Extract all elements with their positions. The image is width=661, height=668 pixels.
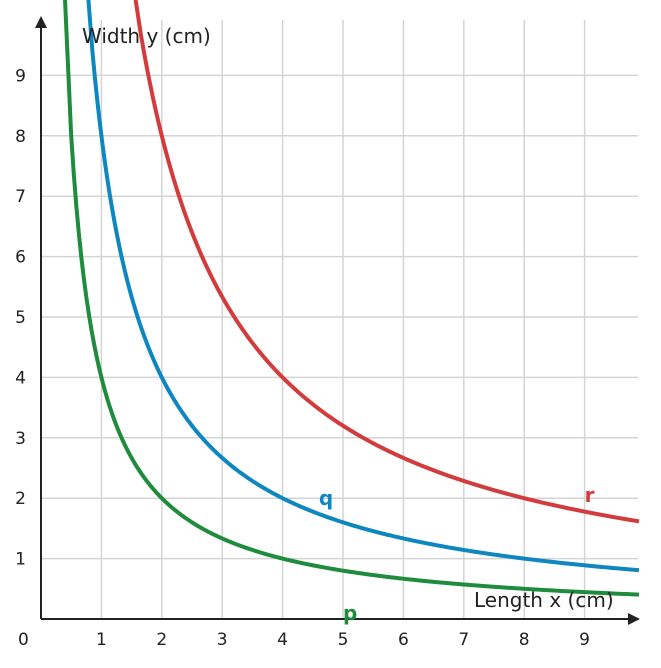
y-tick-label-5: 5 — [15, 308, 26, 328]
x-tick-label-1: 1 — [96, 630, 107, 650]
x-tick-label-5: 5 — [338, 630, 349, 650]
series-r-label: r — [585, 483, 595, 507]
y-tick-label-7: 7 — [15, 187, 26, 207]
y-tick-label-9: 9 — [15, 66, 26, 86]
y-axis-arrow-icon — [35, 16, 47, 28]
x-tick-label-8: 8 — [519, 630, 530, 650]
y-tick-label-1: 1 — [15, 550, 26, 570]
series-p-label: p — [343, 601, 357, 625]
series-r-line — [133, 0, 640, 524]
x-tick-label-4: 4 — [277, 630, 288, 650]
x-axis-arrow-icon — [628, 613, 640, 625]
x-tick-label-7: 7 — [458, 630, 469, 650]
origin-label: 0 — [18, 630, 29, 650]
series-q-line — [86, 0, 640, 573]
series-labels: p q r — [319, 483, 595, 625]
x-tick-label-2: 2 — [156, 630, 167, 650]
x-tick-label-6: 6 — [398, 630, 409, 650]
series-q-label: q — [319, 486, 333, 510]
y-axis-title: Width y (cm) — [82, 24, 211, 48]
y-tick-label-2: 2 — [15, 489, 26, 509]
x-axis-title: Length x (cm) — [474, 588, 614, 612]
series-p-line — [63, 0, 640, 597]
y-tick-label-3: 3 — [15, 429, 26, 449]
y-tick-label-4: 4 — [15, 368, 26, 388]
tick-labels: 1 2 3 4 5 6 7 8 9 1 2 3 4 5 6 7 8 9 — [15, 66, 590, 650]
y-tick-label-8: 8 — [15, 127, 26, 147]
y-tick-label-6: 6 — [15, 248, 26, 268]
grid — [41, 20, 638, 619]
curves — [63, 0, 640, 597]
x-tick-label-9: 9 — [579, 630, 590, 650]
axes — [35, 16, 640, 625]
x-tick-label-3: 3 — [217, 630, 228, 650]
